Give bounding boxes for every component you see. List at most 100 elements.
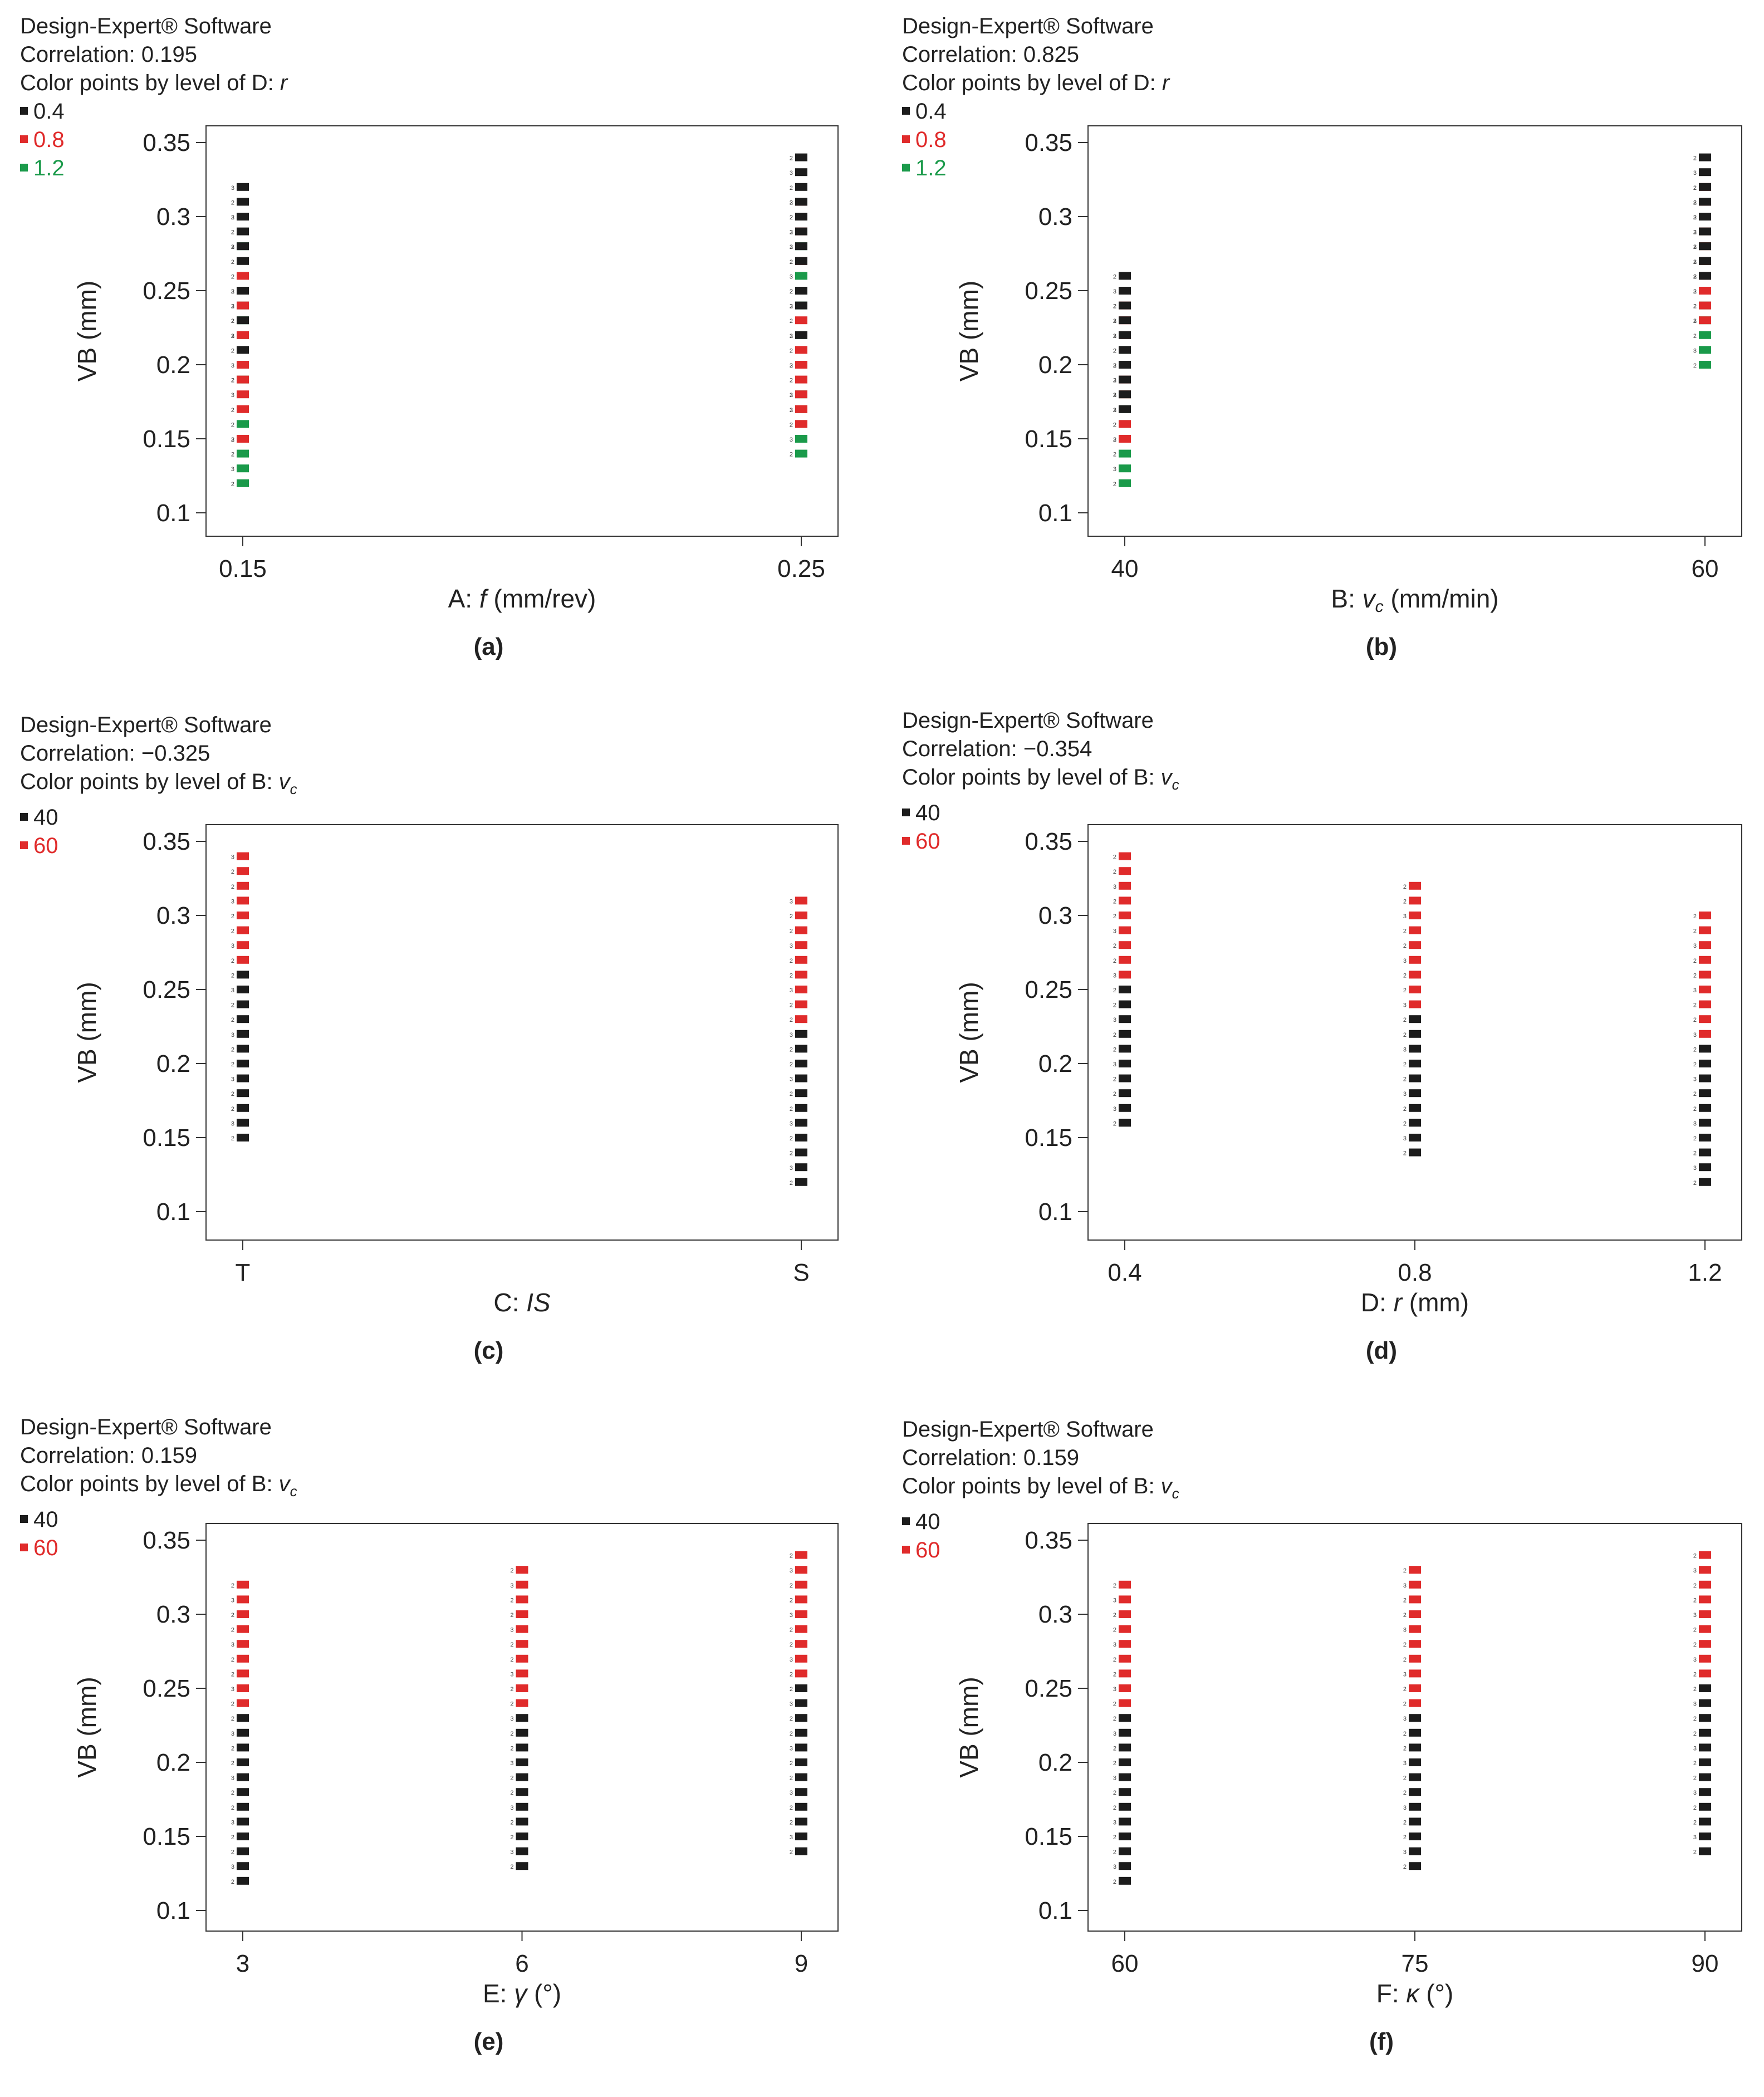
plot-frame [205,125,839,537]
software-label: Design-Expert® Software [902,1417,1154,1442]
panel-caption: (d) [1366,1337,1397,1364]
data-point [237,435,249,443]
data-point [1119,464,1131,473]
y-tick-label: 0.1 [1038,499,1072,527]
data-point [795,331,807,339]
point-count-label: 2 [1403,987,1407,994]
point-count-label: 2 [1693,199,1697,206]
legend-swatch [902,809,910,817]
point-count-label: 2 [1113,958,1116,964]
point-count-label: 2 [790,972,793,979]
data-point [1699,1134,1711,1141]
legend-label: 60 [33,1536,58,1560]
data-point [1119,287,1131,295]
point-count-label: 2 [231,452,234,458]
point-count-label: 2 [790,958,793,964]
point-count-label: 2 [1693,318,1697,325]
point-count-label: 2 [1693,288,1697,295]
point-count-label: 2 [1113,1657,1116,1663]
point-count-label: 3 [1113,288,1116,295]
x-tick-label: 0.8 [1398,1259,1432,1286]
point-count-label: 2 [1403,1150,1407,1157]
y-tick-label: 0.25 [1025,976,1072,1003]
data-point [795,213,807,221]
legend-swatch [902,1546,910,1554]
data-point [237,1089,249,1098]
data-point [795,1743,807,1752]
y-tick-label: 0.2 [1038,1050,1072,1077]
data-point [237,361,249,369]
data-point [237,1074,249,1082]
point-count-label: 2 [790,392,793,399]
software-label: Design-Expert® Software [20,1415,272,1439]
data-point [1119,1610,1131,1618]
point-count-label: 3 [231,1731,234,1737]
data-point [795,1000,807,1008]
data-point [1699,301,1711,310]
point-count-label: 3 [1693,259,1697,266]
y-tick-label: 0.35 [1025,129,1072,156]
data-point [237,896,249,905]
x-tick-label: 3 [236,1950,249,1977]
data-point [1119,1743,1131,1752]
point-count-label: 2 [231,199,234,206]
point-count-label: 2 [790,1760,793,1767]
panel-a: Design-Expert® Software Correlation: 0.19… [0,0,882,699]
data-point [1119,1060,1131,1067]
point-count-label: 2 [1113,452,1116,458]
point-count-label: 2 [1113,422,1116,428]
data-point [237,1015,249,1023]
point-count-label: 3 [1113,1017,1116,1023]
point-count-label: 3 [231,1076,234,1083]
y-axis-label: VB (mm) [72,281,101,381]
y-tick-label: 0.25 [1025,1675,1072,1702]
data-point [795,257,807,265]
point-count-label: 2 [231,1017,234,1023]
point-count-label: 3 [1693,1165,1697,1172]
scatter-plot: 0.1 0.15 0.2 0.25 0.3 0.35 VB (mm) 0.15 0.25 A: f… [72,125,839,660]
data-point [237,1699,249,1707]
data-point [795,1595,807,1604]
point-count-label: 3 [1693,214,1697,221]
data-point [237,1060,249,1067]
data-point [1119,301,1131,310]
panel-header: Design-Expert® Software Correlation: 0.15… [20,1413,297,1562]
point-count-label: 3 [1693,987,1697,994]
point-count-label: 2 [790,378,793,384]
legend-swatch [902,1517,910,1526]
point-count-label: 3 [231,1819,234,1826]
point-count-label: 2 [1113,392,1116,399]
point-count-label: 2 [1403,943,1407,949]
data-point [795,1015,807,1023]
point-count-label: 2 [1113,333,1116,340]
point-count-label: 2 [790,362,793,369]
point-count-label: 2 [1403,1597,1407,1604]
legend-item: 40 [20,1506,297,1534]
data-point [1119,1595,1131,1604]
panel-header: Design-Expert® Software Correlation: −0.3… [20,711,297,860]
correlation-label: Correlation: 0.159 [20,1443,197,1468]
point-count-label: 3 [1403,1135,1407,1142]
data-point [1409,1833,1421,1840]
point-count-label: 2 [1693,1150,1697,1157]
data-point [237,1862,249,1870]
x-axis-label: D: r (mm) [1361,1288,1469,1317]
point-count-label: 2 [231,1716,234,1722]
data-point [516,1758,528,1766]
point-count-label: 2 [1403,1017,1407,1023]
data-point [795,153,807,161]
point-count-label: 3 [510,1849,513,1856]
data-point [1119,896,1131,905]
data-point [1409,1074,1421,1082]
data-point [237,1030,249,1038]
data-point [1119,1654,1131,1663]
data-point [1699,168,1711,177]
point-count-label: 2 [1113,303,1116,310]
y-tick-label: 0.35 [143,1527,190,1554]
x-axis-label: B: vc (mm/min) [1331,584,1498,616]
point-count-label: 3 [1403,1805,1407,1811]
data-point [1699,287,1711,295]
point-count-label: 3 [231,214,234,221]
point-count-label: 3 [790,1657,793,1663]
data-point [516,1817,528,1826]
